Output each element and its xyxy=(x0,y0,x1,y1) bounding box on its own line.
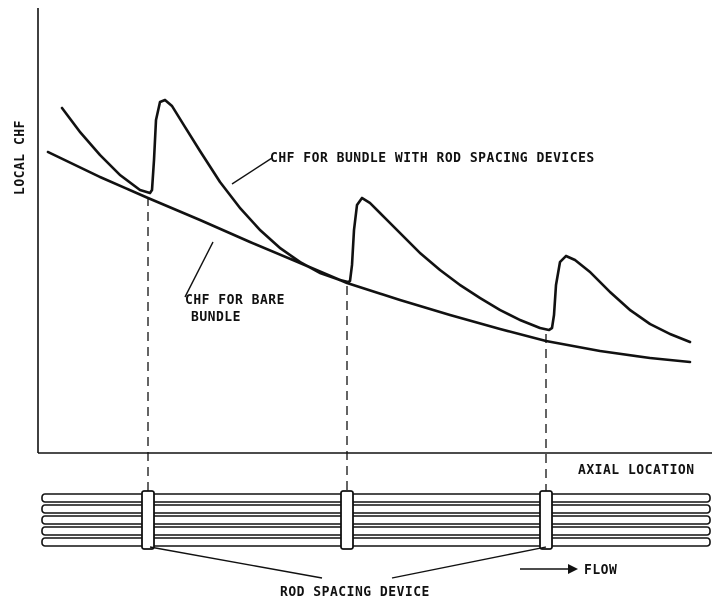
flow-arrow: FLOW xyxy=(520,563,617,578)
rod-spacing-devices xyxy=(141,490,553,550)
bare-bundle-annotation-line2: BUNDLE xyxy=(191,310,241,325)
spacing-device-leader-right xyxy=(391,546,547,579)
y-axis-label: LOCAL CHF xyxy=(13,120,28,195)
x-axis-label: AXIAL LOCATION xyxy=(578,463,695,478)
bare-bundle-annotation-line1: CHF FOR BARE xyxy=(185,293,285,308)
rod-spacing-device xyxy=(539,490,553,550)
rod-spacing-device xyxy=(141,490,155,550)
bare-bundle-curve xyxy=(46,150,692,364)
series-layer xyxy=(46,98,692,364)
axes xyxy=(37,8,712,454)
spacing-device-label: ROD SPACING DEVICE xyxy=(280,585,430,600)
bare-bundle-leader xyxy=(184,241,214,298)
spaced-bundle-curve xyxy=(60,98,692,344)
rod-spacing-device xyxy=(340,490,354,550)
spacing-device-leader-left xyxy=(149,546,323,579)
spacer-projection-lines xyxy=(147,197,547,492)
spaced-bundle-annotation: CHF FOR BUNDLE WITH ROD SPACING DEVICES xyxy=(270,151,595,166)
spaced-bundle-leader xyxy=(231,157,273,185)
flow-arrow-head-icon xyxy=(568,564,578,574)
flow-label: FLOW xyxy=(584,563,617,578)
